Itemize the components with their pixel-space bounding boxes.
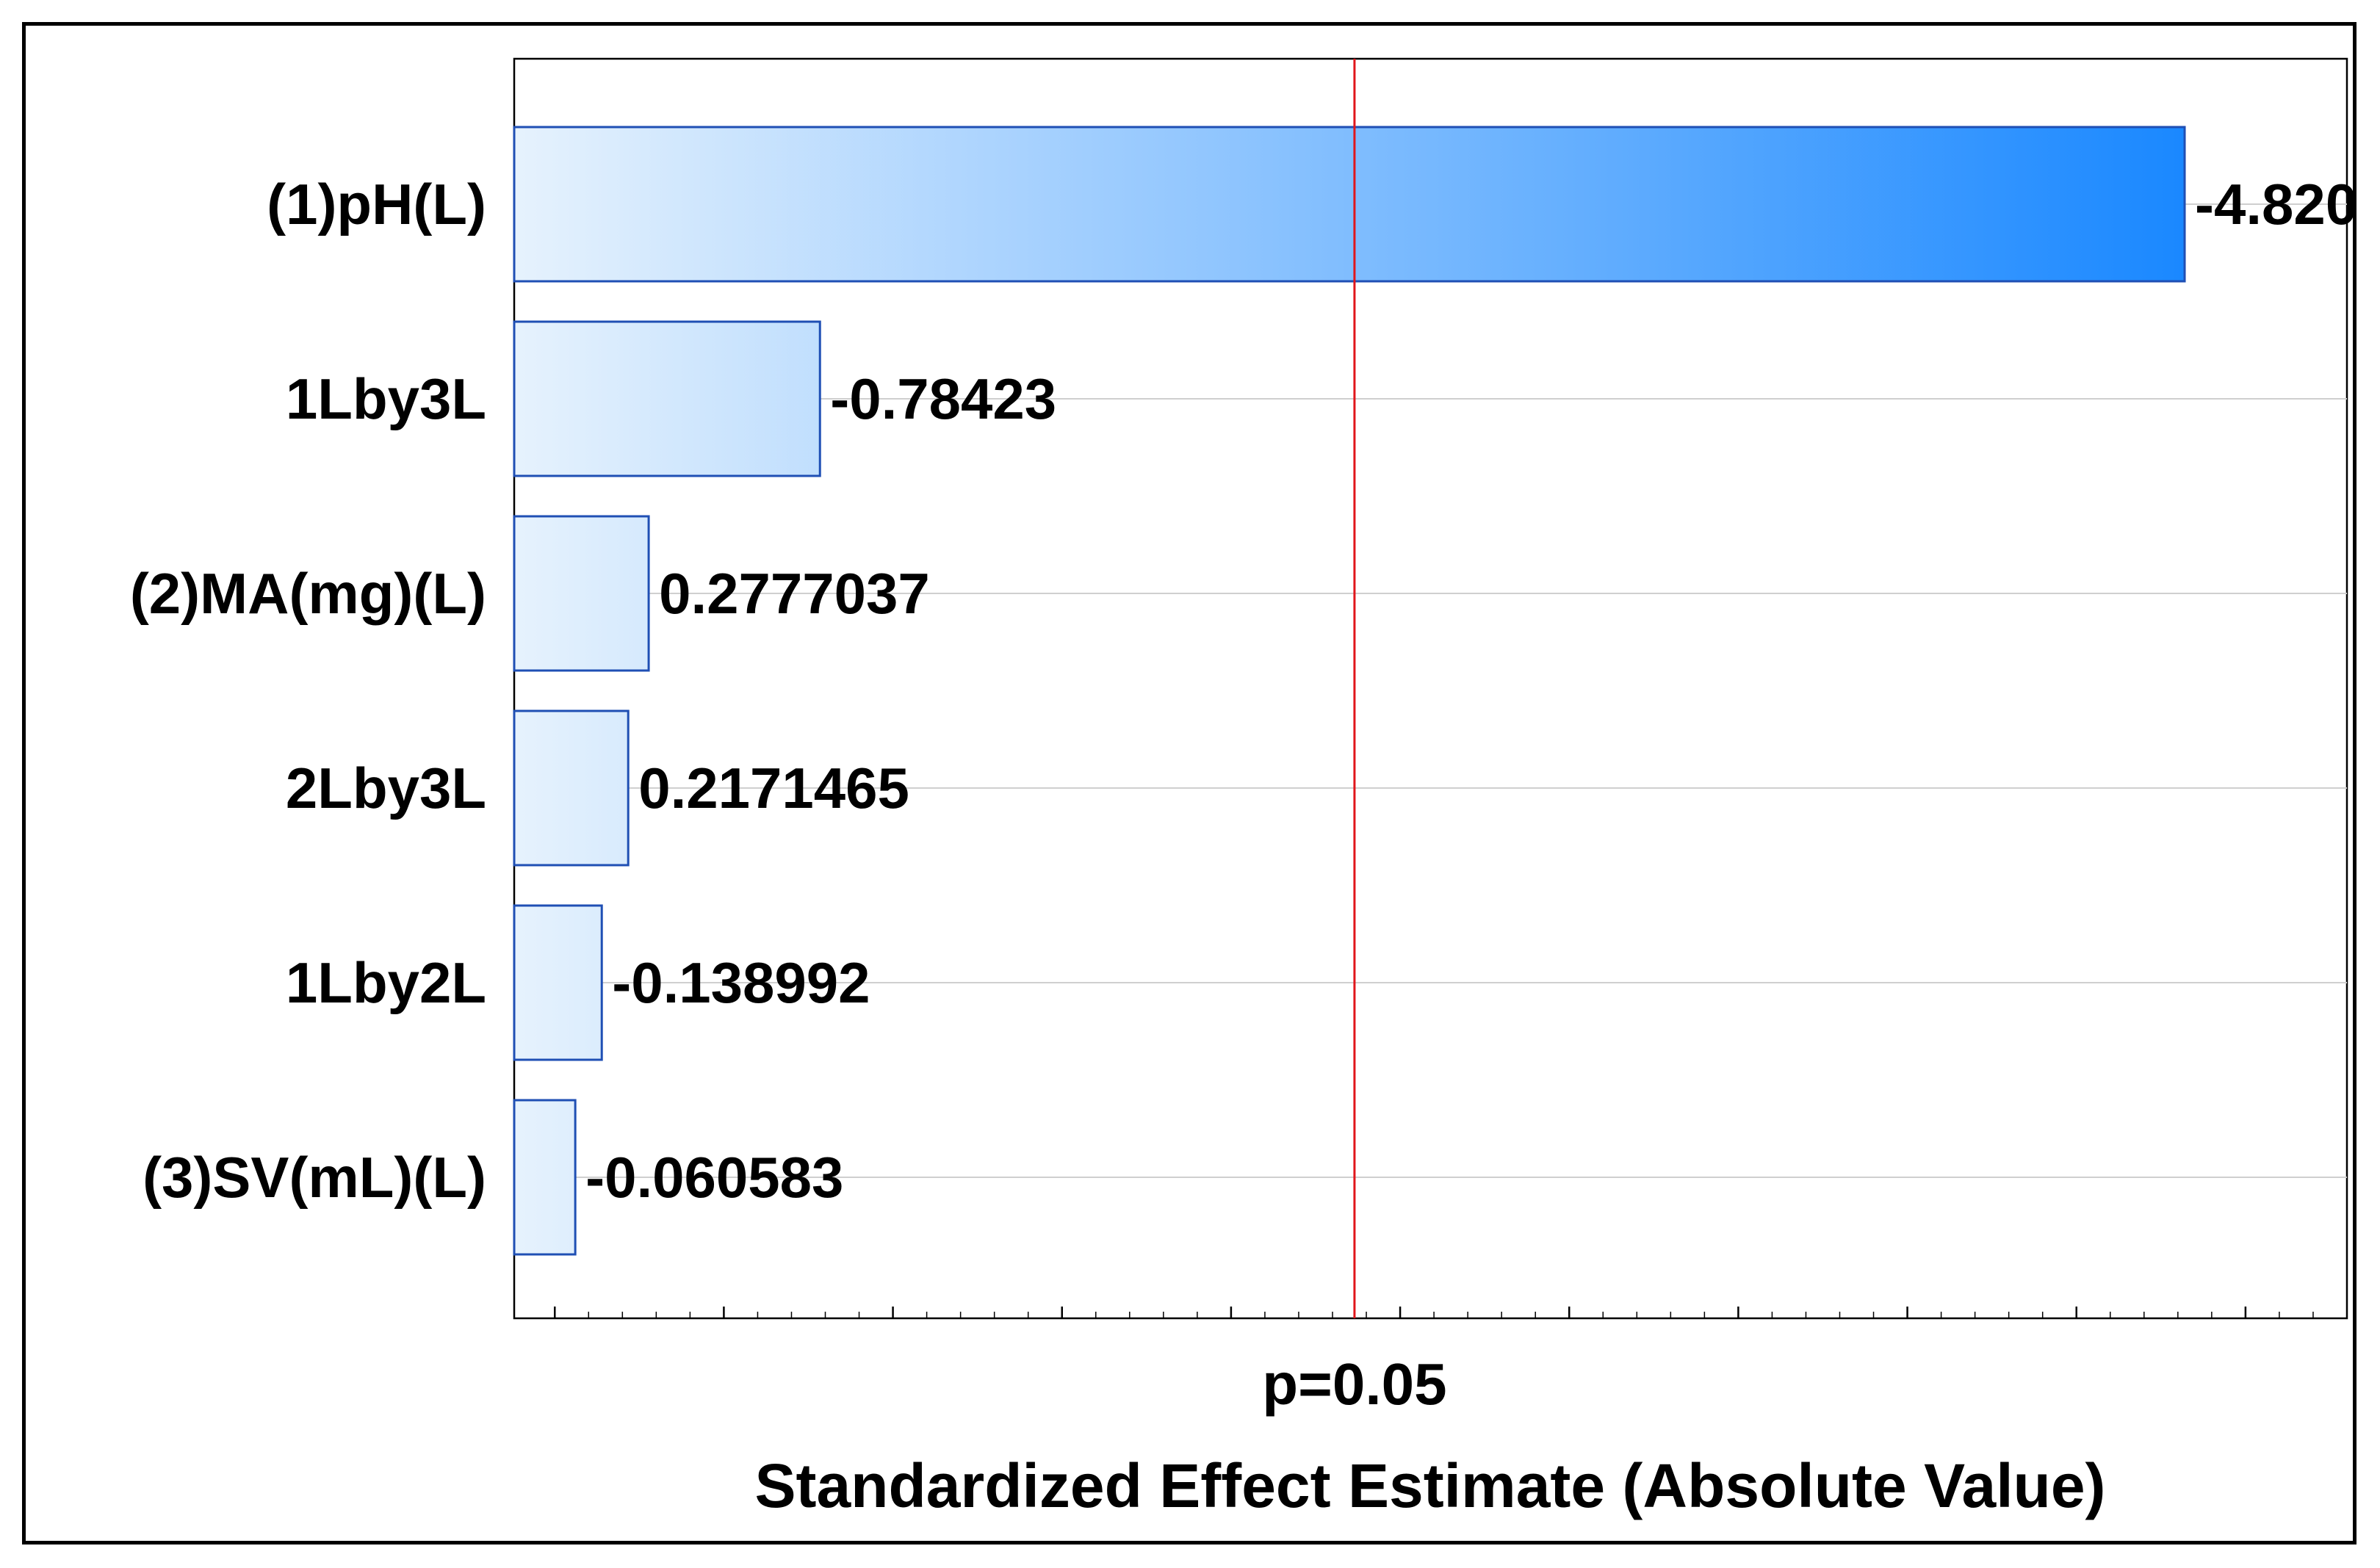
bar — [513, 1099, 577, 1256]
labels: (1)pH(L) -4.820 1Lby3L -0.78423 (2)MA(mg)(L)… — [130, 172, 2357, 1210]
data-label: -4.820 — [2195, 172, 2357, 236]
bar — [513, 515, 650, 672]
data-label: -0.060583 — [585, 1145, 843, 1210]
category-label: 1Lby2L — [286, 950, 486, 1015]
category-label: 1Lby3L — [286, 366, 486, 431]
bar — [513, 904, 603, 1061]
x-axis-ticks — [553, 1307, 2348, 1318]
data-label: -0.78423 — [830, 366, 1056, 431]
bar — [513, 709, 630, 867]
significance-label: p=0.05 — [1262, 1351, 1446, 1417]
data-label: -0.138992 — [612, 950, 870, 1015]
bar — [513, 320, 821, 477]
bar — [513, 126, 2186, 283]
category-label: (3)SV(mL)(L) — [143, 1145, 486, 1210]
data-label: 0.2171465 — [638, 756, 909, 820]
bars — [513, 126, 2186, 1256]
x-axis-title: Standardized Effect Estimate (Absolute V… — [754, 1451, 2105, 1520]
category-label: (1)pH(L) — [267, 172, 486, 236]
chart-frame — [22, 22, 2356, 1544]
data-label: 0.2777037 — [659, 561, 930, 626]
category-label: (2)MA(mg)(L) — [130, 561, 486, 626]
category-label: 2Lby3L — [286, 756, 486, 820]
